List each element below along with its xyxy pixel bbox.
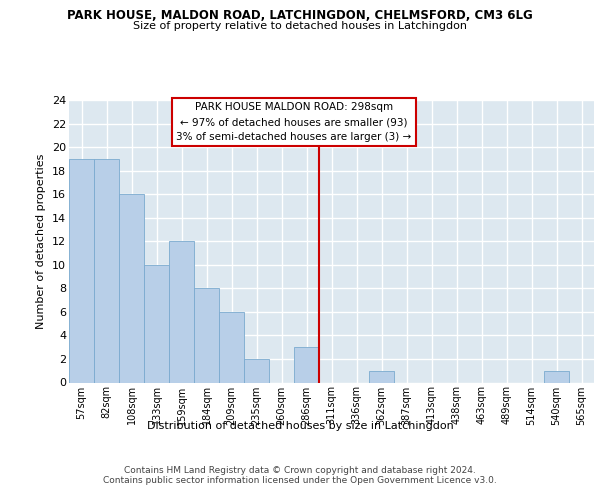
Bar <box>369 370 394 382</box>
Y-axis label: Number of detached properties: Number of detached properties <box>37 154 46 329</box>
Bar <box>94 159 119 382</box>
Bar <box>294 347 319 382</box>
Bar <box>144 265 169 382</box>
Bar <box>119 194 144 382</box>
Text: PARK HOUSE MALDON ROAD: 298sqm
← 97% of detached houses are smaller (93)
3% of s: PARK HOUSE MALDON ROAD: 298sqm ← 97% of … <box>176 102 412 142</box>
Bar <box>169 242 194 382</box>
Bar <box>194 288 219 382</box>
Bar <box>219 312 244 382</box>
Bar <box>69 159 94 382</box>
Text: PARK HOUSE, MALDON ROAD, LATCHINGDON, CHELMSFORD, CM3 6LG: PARK HOUSE, MALDON ROAD, LATCHINGDON, CH… <box>67 9 533 22</box>
Bar <box>244 359 269 382</box>
Text: Contains HM Land Registry data © Crown copyright and database right 2024.: Contains HM Land Registry data © Crown c… <box>124 466 476 475</box>
Text: Distribution of detached houses by size in Latchingdon: Distribution of detached houses by size … <box>146 421 454 431</box>
Text: Size of property relative to detached houses in Latchingdon: Size of property relative to detached ho… <box>133 21 467 31</box>
Text: Contains public sector information licensed under the Open Government Licence v3: Contains public sector information licen… <box>103 476 497 485</box>
Bar <box>544 370 569 382</box>
